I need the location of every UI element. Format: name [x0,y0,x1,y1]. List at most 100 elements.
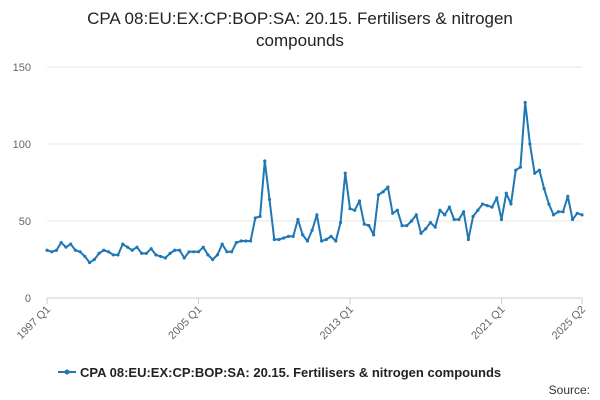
data-point[interactable] [106,250,111,254]
data-point[interactable] [206,253,210,257]
data-point[interactable] [504,191,508,195]
data-point[interactable] [263,159,267,163]
data-point[interactable] [443,213,447,217]
data-point[interactable] [253,216,257,220]
data-point[interactable] [561,210,565,214]
data-point[interactable] [296,217,300,222]
data-point[interactable] [220,242,224,246]
data-point[interactable] [258,214,262,218]
data-point[interactable] [480,202,485,206]
data-point[interactable] [83,254,87,259]
data-point[interactable] [424,227,428,231]
data-point[interactable] [130,248,134,252]
data-point[interactable] [149,247,153,251]
data-point[interactable] [144,251,149,255]
data-point[interactable] [305,239,309,243]
data-point[interactable] [140,251,144,255]
data-point[interactable] [177,248,182,252]
data-point[interactable] [514,168,518,172]
data-point[interactable] [381,190,385,194]
data-point[interactable] [580,213,584,217]
data-point[interactable] [499,217,504,222]
data-point[interactable] [438,208,442,212]
data-point[interactable] [466,237,470,242]
data-point[interactable] [291,234,295,238]
data-point[interactable] [111,253,115,257]
data-point[interactable] [92,257,96,262]
data-point[interactable] [457,217,461,222]
data-point[interactable] [239,239,243,243]
data-point[interactable] [45,248,49,252]
data-point[interactable] [135,245,139,249]
data-point[interactable] [64,245,68,249]
data-point[interactable] [286,234,291,238]
data-point[interactable] [272,237,276,242]
data-point[interactable] [324,237,328,242]
data-point[interactable] [59,240,63,245]
data-point[interactable] [234,240,238,245]
data-point[interactable] [556,210,560,214]
data-point[interactable] [154,253,158,257]
data-point[interactable] [54,248,59,252]
data-point[interactable] [196,250,201,254]
data-point[interactable] [282,236,286,240]
data-point[interactable] [509,202,513,206]
data-point[interactable] [409,219,414,223]
data-point[interactable] [225,250,229,254]
data-point[interactable] [518,165,523,169]
data-point[interactable] [471,214,475,218]
data-point[interactable] [386,185,390,189]
data-point[interactable] [419,231,423,235]
data-point[interactable] [244,239,248,243]
data-point[interactable] [192,250,196,254]
data-point[interactable] [248,239,253,243]
data-point[interactable] [338,220,343,225]
legend[interactable]: CPA 08:EU:EX:CP:BOP:SA: 20.15. Fertilise… [58,365,501,380]
data-point[interactable] [376,193,381,197]
data-point[interactable] [428,220,433,225]
data-point[interactable] [78,250,82,254]
data-point[interactable] [334,239,338,243]
data-point[interactable] [310,228,314,232]
data-point[interactable] [277,237,281,242]
data-point[interactable] [447,205,452,209]
data-point[interactable] [551,213,556,217]
data-point[interactable] [211,257,215,262]
data-point[interactable] [452,217,456,222]
data-point[interactable] [542,187,546,191]
data-point[interactable] [353,208,357,212]
data-point[interactable] [414,213,418,217]
data-point[interactable] [116,253,120,257]
data-point[interactable] [462,210,466,214]
data-point[interactable] [125,245,130,249]
data-point[interactable] [159,254,163,259]
data-point[interactable] [362,222,366,226]
data-point[interactable] [88,260,92,265]
data-point[interactable] [570,217,575,222]
data-point[interactable] [485,204,489,208]
data-point[interactable] [267,197,272,202]
data-point[interactable] [163,256,167,260]
data-point[interactable] [547,202,551,206]
data-point[interactable] [97,251,101,255]
data-point[interactable] [575,211,579,215]
data-point[interactable] [405,224,409,228]
data-point[interactable] [315,213,319,217]
data-point[interactable] [528,142,532,146]
data-point[interactable] [490,205,494,209]
data-point[interactable] [476,208,480,212]
data-point[interactable] [523,100,527,105]
data-point[interactable] [537,168,541,172]
data-point[interactable] [348,207,352,211]
data-point[interactable] [357,199,362,203]
data-point[interactable] [301,233,305,237]
data-point[interactable] [73,248,78,252]
data-point[interactable] [182,256,186,260]
data-point[interactable] [495,196,499,200]
data-point[interactable] [395,208,399,212]
data-point[interactable] [566,194,570,198]
data-point[interactable] [168,251,172,255]
data-point[interactable] [215,253,220,257]
data-point[interactable] [391,211,395,215]
data-point[interactable] [329,234,333,238]
